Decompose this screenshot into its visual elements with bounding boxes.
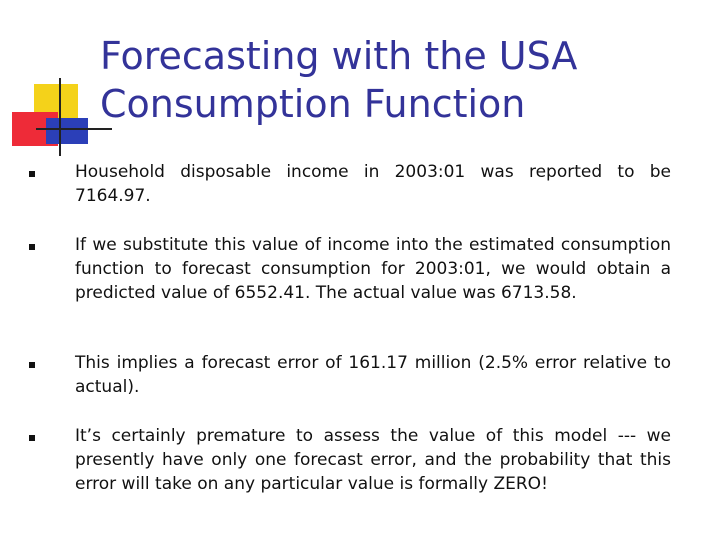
bullet-marker-icon — [29, 362, 35, 368]
bullet-text-4: It’s certainly premature to assess the v… — [75, 426, 671, 494]
decoration-horizontal-line — [36, 128, 112, 130]
bullet-marker-icon — [29, 171, 35, 177]
decoration-vertical-line — [59, 78, 61, 156]
bullet-text-3: This implies a forecast error of 161.17 … — [75, 353, 671, 397]
decoration-blue-square — [46, 118, 88, 144]
slide-title: Forecasting with the USA Consumption Fun… — [100, 32, 577, 128]
bullet-marker-icon — [29, 244, 35, 250]
bullet-text-1: Household disposable income in 2003:01 w… — [75, 162, 671, 206]
slide-title-line-2: Consumption Function — [100, 82, 526, 126]
slide-title-line-1: Forecasting with the USA — [100, 34, 578, 78]
bullet-marker-icon — [29, 435, 35, 441]
bullet-text-2: If we substitute this value of income in… — [75, 235, 671, 303]
